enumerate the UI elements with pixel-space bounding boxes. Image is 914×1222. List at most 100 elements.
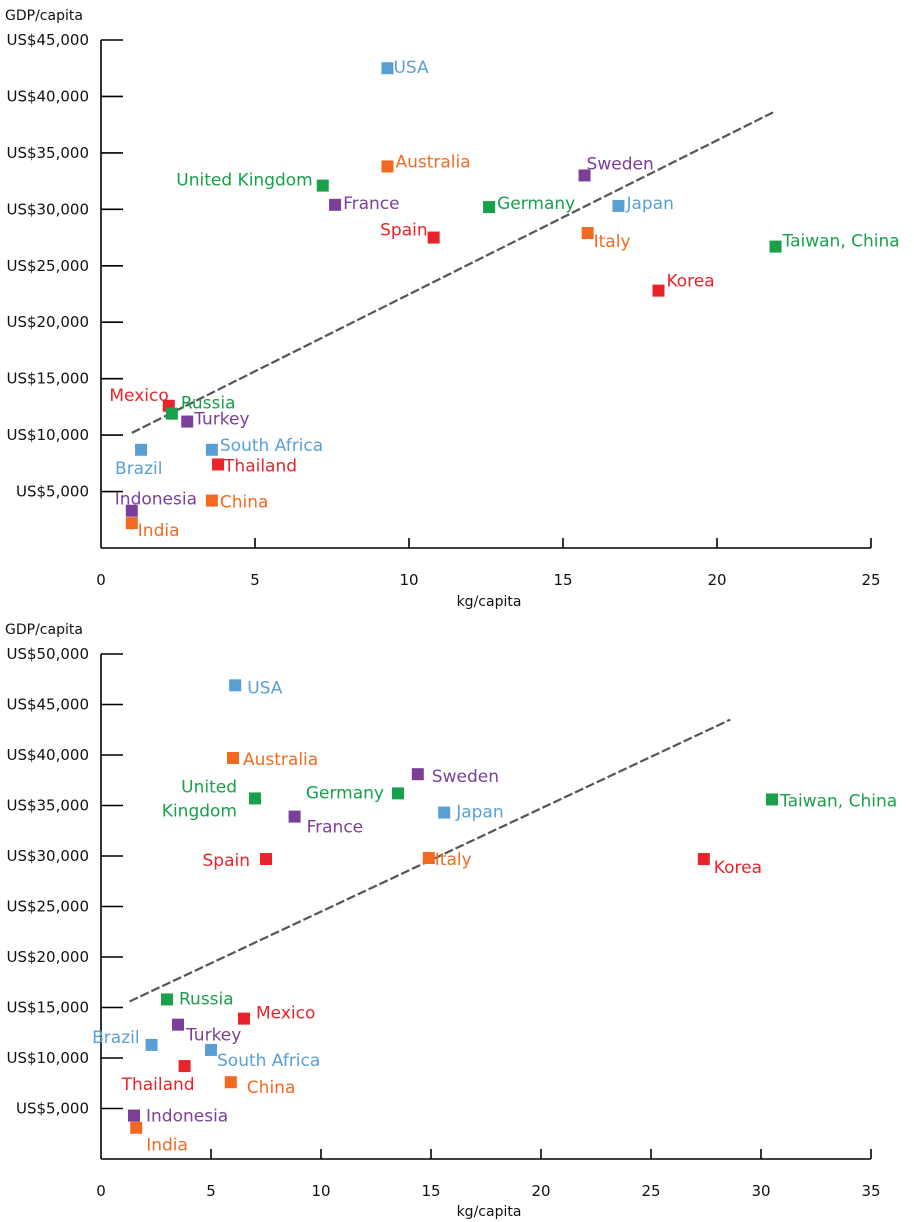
- point-india: [130, 1121, 143, 1134]
- label-korea: Korea: [714, 858, 762, 878]
- point-australia: [381, 160, 394, 173]
- y-tick-label: US$20,000: [6, 948, 89, 966]
- point-thailand: [212, 458, 225, 471]
- y-tick-label: US$10,000: [6, 426, 89, 444]
- y-tick-label: US$5,000: [16, 483, 89, 501]
- chart-top: US$5,000 US$10,000 US$15,000 US$20,000 US$25…: [5, 8, 900, 610]
- point-turkey: [172, 1018, 184, 1031]
- point-germany: [392, 787, 404, 800]
- label-indonesia: Indonesia: [115, 490, 197, 510]
- label-taiwan-china: Taiwan, China: [782, 232, 900, 252]
- point-united-kingdom: [316, 179, 329, 192]
- label-turkey: Turkey: [193, 410, 249, 430]
- point-turkey: [181, 415, 194, 428]
- y-tick-label: US$15,000: [6, 370, 89, 388]
- y-tick-label: US$15,000: [6, 999, 89, 1017]
- label-sweden: Sweden: [432, 767, 499, 787]
- point-indonesia: [128, 1109, 140, 1122]
- point-sweden: [578, 169, 591, 182]
- point-sweden: [411, 768, 424, 781]
- label-china: China: [247, 1078, 296, 1098]
- label-india: India: [138, 521, 180, 541]
- point-italy: [422, 852, 435, 865]
- x-tick-label: 15: [553, 571, 572, 589]
- label-spain: Spain: [203, 851, 251, 871]
- y-tick-label: US$45,000: [6, 31, 89, 49]
- label-mexico: Mexico: [109, 386, 168, 406]
- x-tick-label: 25: [861, 571, 880, 589]
- y-axis-title: GDP/capita: [5, 622, 83, 638]
- point-usa: [229, 679, 242, 692]
- label-brazil: Brazil: [92, 1028, 139, 1048]
- point-brazil: [145, 1038, 158, 1051]
- label-japan: Japan: [625, 194, 673, 214]
- label-germany: Germany: [306, 783, 384, 803]
- y-tick-label: US$10,000: [6, 1049, 89, 1067]
- point-france: [288, 810, 301, 823]
- point-france: [329, 198, 342, 211]
- x-tick-label: 0: [96, 571, 106, 589]
- point-russia: [161, 993, 173, 1006]
- x-tick-label: 25: [641, 1182, 660, 1200]
- point-taiwan-china: [769, 240, 782, 253]
- point-spain: [260, 853, 272, 866]
- point-russia: [165, 407, 178, 420]
- point-korea: [697, 853, 710, 866]
- x-tick-label: 10: [399, 571, 418, 589]
- point-south-africa: [205, 443, 218, 456]
- label-australia: Australia: [395, 152, 470, 172]
- y-tick-label: US$40,000: [6, 746, 89, 764]
- y-tick-label: US$5,000: [16, 1100, 89, 1118]
- label-france: France: [307, 818, 364, 838]
- point-australia: [227, 752, 239, 765]
- label-korea: Korea: [666, 272, 714, 292]
- label-united-kingdom: United Kingdom: [176, 171, 312, 191]
- label-germany: Germany: [497, 194, 575, 214]
- point-usa: [381, 62, 394, 75]
- y-axis-title: GDP/capita: [5, 8, 83, 24]
- y-tick-label: US$25,000: [6, 257, 89, 275]
- point-china: [205, 494, 218, 507]
- point-germany: [483, 201, 496, 214]
- label-united-kingdom: United Kingdom: [162, 777, 237, 821]
- y-tick-label: US$45,000: [6, 696, 89, 714]
- point-mexico: [238, 1012, 250, 1025]
- y-tick-label: US$25,000: [6, 898, 89, 916]
- label-china: China: [220, 493, 269, 513]
- y-tick-label: US$20,000: [6, 313, 89, 331]
- x-tick-label: 30: [751, 1182, 770, 1200]
- x-tick-label: 20: [531, 1182, 550, 1200]
- x-tick-label: 5: [250, 571, 260, 589]
- label-italy: Italy: [435, 850, 472, 870]
- y-tick-label: US$35,000: [6, 797, 89, 815]
- x-tick-label: 35: [861, 1182, 880, 1200]
- label-usa: USA: [393, 58, 429, 78]
- label-australia: Australia: [243, 750, 318, 770]
- point-taiwan-china: [766, 793, 778, 806]
- x-tick-label: 15: [421, 1182, 440, 1200]
- y-tick-label: US$35,000: [6, 144, 89, 162]
- label-indonesia: Indonesia: [146, 1107, 228, 1127]
- label-taiwan-china: Taiwan, China: [779, 791, 897, 811]
- label-usa: USA: [247, 678, 283, 698]
- x-tick-label: 20: [707, 571, 726, 589]
- point-thailand: [178, 1060, 191, 1073]
- y-tick-label: US$30,000: [6, 200, 89, 218]
- point-japan: [612, 199, 625, 212]
- x-tick-label: 5: [206, 1182, 216, 1200]
- point-spain: [427, 231, 440, 244]
- label-france: France: [343, 194, 400, 214]
- x-axis-title: kg/capita: [457, 594, 522, 610]
- point-china: [224, 1076, 237, 1089]
- chart-bottom: US$5,000 US$10,000 US$15,000 US$20,000 US$25…: [5, 622, 897, 1220]
- point-korea: [652, 284, 665, 297]
- y-tick-label: US$40,000: [6, 87, 89, 105]
- label-india: India: [146, 1136, 188, 1156]
- label-mexico: Mexico: [256, 1004, 315, 1024]
- y-tick-label: US$30,000: [6, 847, 89, 865]
- point-united-kingdom: [249, 792, 261, 805]
- point-brazil: [135, 443, 148, 456]
- label-turkey: Turkey: [185, 1026, 241, 1046]
- label-japan: Japan: [455, 803, 503, 823]
